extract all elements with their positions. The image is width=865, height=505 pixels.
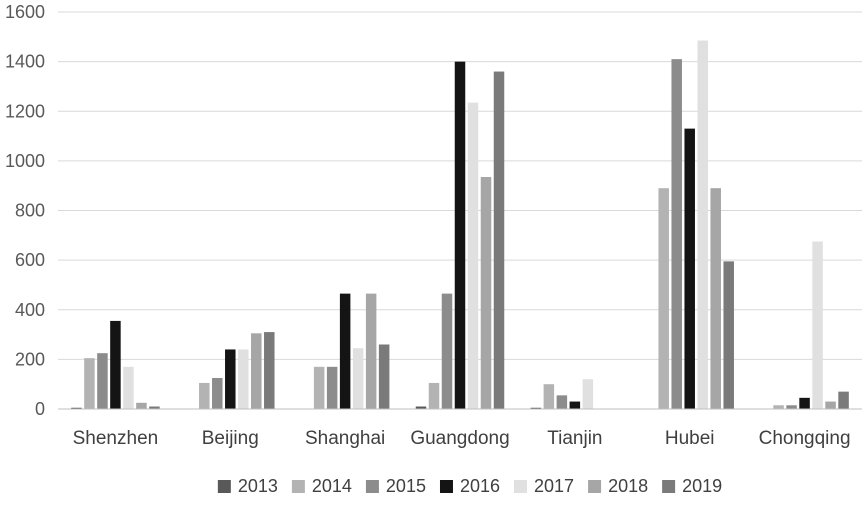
x-category-label: Beijing — [202, 428, 259, 449]
legend-label: 2015 — [386, 476, 426, 496]
bar-tianjin-2016 — [569, 401, 581, 409]
bar-hubei-2017 — [697, 40, 708, 410]
legend-swatch — [514, 480, 528, 493]
bar-guangdong-2019 — [493, 71, 505, 410]
bar-shanghai-2017 — [352, 348, 364, 409]
legend-swatch — [217, 480, 231, 493]
legend-swatch — [588, 480, 602, 493]
legend-label: 2013 — [238, 476, 278, 496]
bar-chongqing-2014 — [773, 405, 784, 409]
bar-chongqing-2017 — [812, 241, 823, 409]
y-tick-label: 800 — [15, 201, 45, 221]
legend-label: 2018 — [608, 476, 648, 496]
legend-swatch — [662, 480, 676, 493]
bar-hubei-2019 — [723, 261, 734, 409]
y-axis-tick-labels: 0 200 400 600 800 1000 1200 1400 1600 — [5, 2, 45, 419]
bar-guangdong-2016 — [454, 61, 466, 409]
bar-shenzhen-2018 — [136, 402, 147, 409]
legend-item-2014: 2014 — [291, 476, 352, 496]
legend-item-2015: 2015 — [365, 476, 426, 496]
x-category-label: Shanghai — [305, 428, 385, 449]
bar-guangdong-2013 — [415, 406, 427, 409]
bar-beijing-2016 — [225, 349, 236, 409]
legend-label: 2019 — [682, 476, 722, 496]
legend-label: 2017 — [534, 476, 574, 496]
bar-tianjin-2017 — [582, 379, 594, 409]
bar-hubei-2016 — [684, 128, 695, 409]
bar-hubei-2015 — [671, 59, 682, 410]
bar-shanghai-2016 — [339, 293, 351, 409]
y-tick-label: 400 — [15, 300, 45, 320]
x-category-label: Hubei — [665, 428, 715, 449]
legend: 2013 2014 2015 2016 2017 2018 2019 — [217, 476, 722, 496]
bar-shanghai-2015 — [326, 366, 338, 409]
bar-chongqing-2015 — [786, 405, 797, 409]
bar-beijing-2014 — [199, 382, 210, 409]
bar-chongqing-2019 — [838, 391, 849, 409]
bar-shenzhen-2013 — [71, 407, 82, 409]
y-tick-label: 1600 — [5, 2, 45, 22]
x-category-label: Shenzhen — [73, 428, 159, 449]
legend-item-2013: 2013 — [217, 476, 278, 496]
legend-swatch — [439, 480, 453, 493]
x-category-label: Chongqing — [759, 428, 851, 449]
legend-swatch — [365, 480, 379, 493]
bar-guangdong-2017 — [467, 102, 479, 410]
bar-guangdong-2015 — [441, 293, 453, 409]
x-axis-category-labels: Shenzhen Beijing Shanghai Guangdong Tianjin H… — [73, 428, 851, 449]
legend-item-2017: 2017 — [514, 476, 574, 496]
bar-chongqing-2016 — [799, 397, 810, 409]
bar-shenzhen-2017 — [123, 366, 134, 409]
bar-shenzhen-2014 — [84, 358, 95, 409]
legend-item-2019: 2019 — [662, 476, 722, 496]
bar-beijing-2019 — [264, 332, 275, 409]
bar-tianjin-2013 — [530, 407, 542, 409]
bar-shenzhen-2015 — [97, 353, 108, 409]
y-tick-label: 200 — [15, 349, 45, 369]
bar-tianjin-2015 — [556, 395, 568, 409]
bar-hubei-2018 — [710, 188, 721, 409]
bar-guangdong-2018 — [480, 177, 492, 409]
x-category-label: Tianjin — [547, 428, 602, 449]
bar-shenzhen-2019 — [149, 406, 160, 409]
y-tick-label: 1000 — [5, 151, 45, 171]
bar-beijing-2017 — [238, 349, 249, 409]
y-tick-label: 600 — [15, 250, 45, 270]
bar-tianjin-2014 — [543, 384, 555, 409]
bar-chongqing-2018 — [825, 401, 836, 409]
legend-label: 2014 — [312, 476, 352, 496]
bar-hubei-2014 — [658, 188, 669, 409]
y-tick-label: 0 — [35, 399, 45, 419]
bars — [71, 40, 849, 410]
legend-label: 2016 — [460, 476, 500, 496]
bar-beijing-2015 — [212, 377, 223, 409]
y-tick-label: 1200 — [5, 101, 45, 121]
legend-swatch — [291, 480, 305, 493]
bar-shanghai-2019 — [378, 344, 390, 409]
legend-item-2016: 2016 — [439, 476, 500, 496]
bar-shanghai-2014 — [313, 366, 325, 409]
bar-shenzhen-2016 — [110, 320, 121, 409]
bar-guangdong-2014 — [428, 382, 440, 409]
x-category-label: Guangdong — [410, 428, 509, 449]
bar-beijing-2018 — [251, 333, 262, 409]
y-tick-label: 1400 — [5, 52, 45, 72]
bar-shanghai-2018 — [365, 293, 377, 409]
legend-item-2018: 2018 — [588, 476, 648, 496]
